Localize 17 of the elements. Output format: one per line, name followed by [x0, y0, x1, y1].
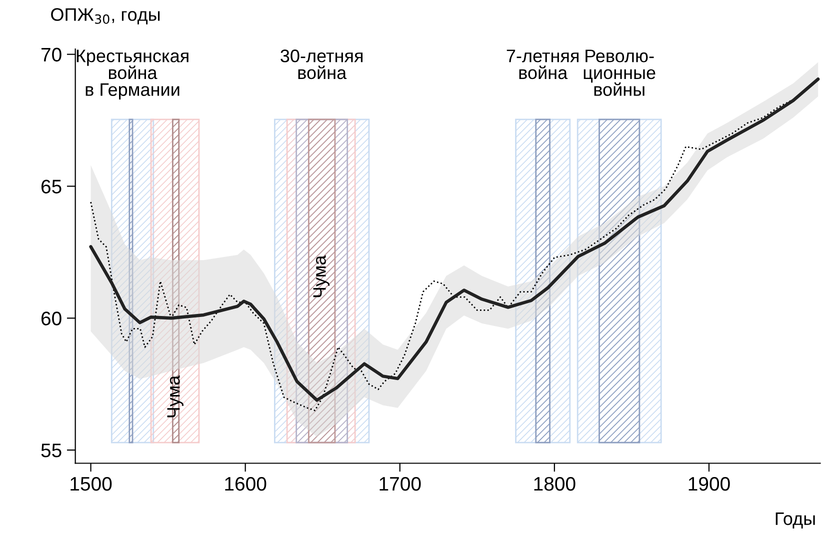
band-label: Крестьянская война в Германии — [76, 50, 188, 100]
x-tick-label: 1900 — [688, 476, 730, 491]
x-tick-label: 1500 — [70, 476, 112, 491]
band-label: 7-летняя война — [506, 50, 578, 80]
y-tick-label: 70 — [42, 48, 62, 62]
y-tick-label: 65 — [41, 180, 62, 194]
band-label: Чума — [167, 375, 184, 418]
x-tick-label: 1600 — [225, 476, 266, 491]
x-tick-label: 1700 — [380, 476, 421, 491]
x-axis-title: Годы — [776, 512, 815, 528]
y-tick-label: 60 — [41, 312, 62, 326]
x-tick-label: 1800 — [534, 476, 576, 491]
band-label: Чума — [313, 255, 330, 298]
band-label: 30-летняя война — [280, 50, 363, 80]
band-label: Револю- ционные войны — [584, 50, 656, 96]
y-axis-title: ОПЖ$_{30}$, годы — [51, 8, 160, 24]
y-tick-label: 55 — [41, 444, 62, 458]
